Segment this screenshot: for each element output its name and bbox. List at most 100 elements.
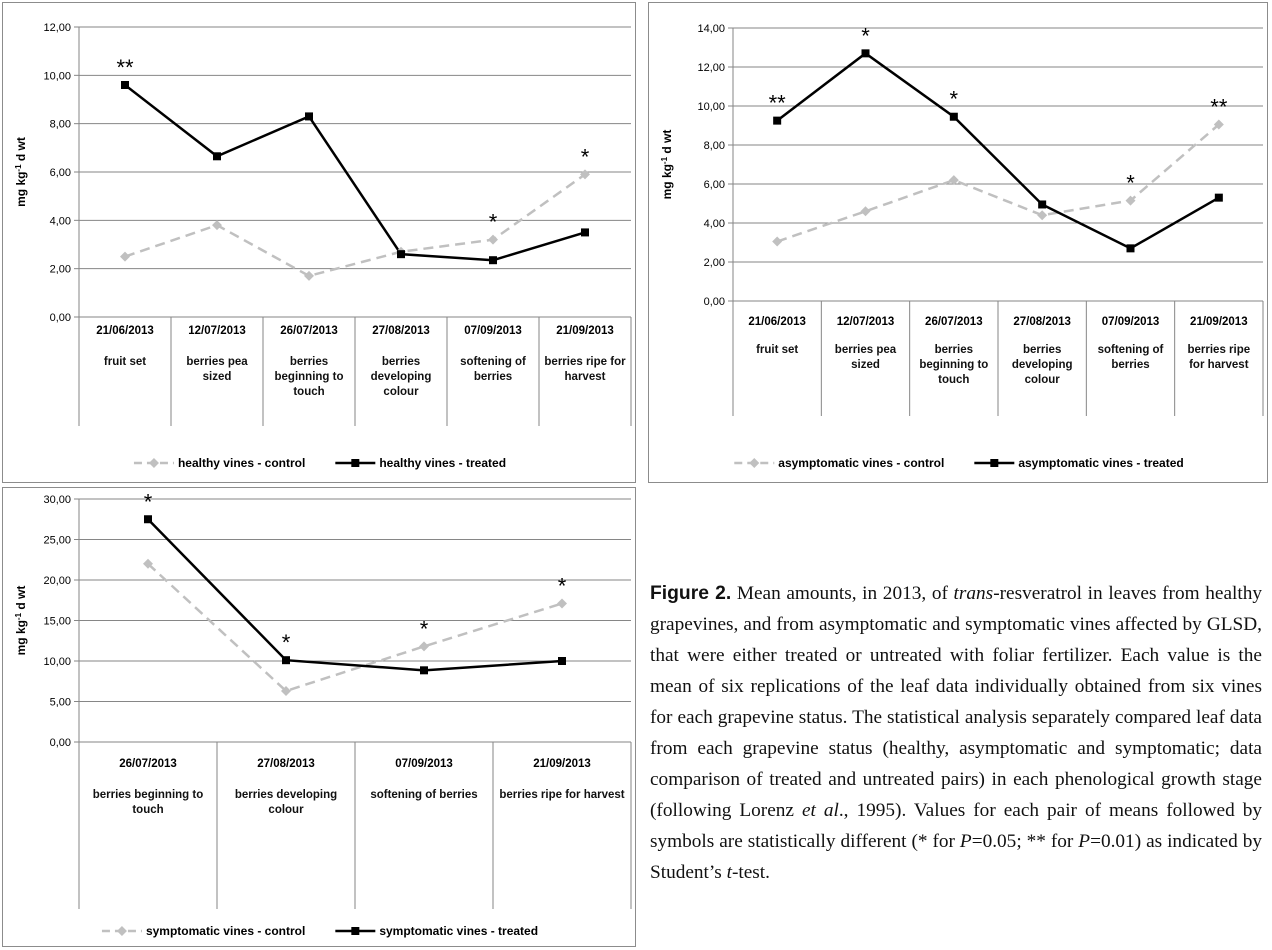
y-axis-label-main: mg kg (14, 172, 28, 207)
x-tick-label: 26/07/2013 (925, 316, 983, 328)
x-tick-label: 21/06/2013 (748, 316, 806, 328)
point-marker (143, 558, 153, 569)
series-line (124, 173, 586, 278)
point-marker (282, 656, 290, 665)
caption-text: P (959, 831, 972, 852)
stage-label: berries beginning to touch (92, 789, 204, 816)
stage-label: softening of berries (370, 789, 478, 801)
point-marker (1213, 119, 1224, 130)
stage-label: berries ripe for harvest (1187, 344, 1251, 371)
legend-marker (351, 927, 360, 935)
y-tick-label: 6,00 (704, 179, 725, 191)
caption-text: t (726, 862, 732, 883)
point-marker (581, 228, 589, 237)
significance-label: * (282, 630, 291, 655)
point-marker (948, 175, 959, 186)
y-axis-label-sup: -1 (660, 156, 669, 164)
point-marker (1125, 195, 1136, 206)
y-tick-label: 4,00 (704, 218, 725, 230)
stage-label: berries developing colour (234, 789, 338, 816)
point-marker (949, 112, 958, 121)
y-tick-label: 12,00 (43, 22, 71, 34)
x-tick-label: 27/08/2013 (257, 758, 315, 770)
point-marker (488, 234, 498, 245)
y-tick-label: 5,00 (50, 697, 71, 709)
caption-text: -resveratrol in leaves from healthy grap… (650, 583, 1263, 821)
point-marker (305, 112, 313, 121)
point-marker (420, 666, 428, 675)
caption-text: =0.05; ** for (971, 831, 1079, 852)
stage-label: fruit set (756, 344, 799, 356)
stage-label: berries beginning to touch (274, 356, 344, 398)
caption-text: =0.01) as indicated by Student’s (650, 831, 1262, 883)
legend-label: healthy vines - control (178, 456, 305, 470)
y-axis-label-rest: d wt (660, 130, 674, 157)
caption-text: et al (801, 800, 839, 821)
y-axis-label-sup: -1 (14, 612, 23, 620)
y-tick-label: 10,00 (43, 70, 71, 82)
x-tick-label: 26/07/2013 (119, 758, 177, 770)
chart-svg: mg kg-1 d wt 0,00 2,00 4,00 6,00 8,00 10,00 12,… (14, 22, 632, 470)
y-tick-label: 6,00 (50, 167, 71, 179)
significance-label: * (144, 489, 153, 514)
point-marker (120, 251, 130, 262)
legend-label: asymptomatic vines - control (778, 456, 944, 470)
significance-label: ** (1210, 95, 1228, 120)
y-tick-label: 14,00 (697, 23, 725, 35)
legend: healthy vines - control healthy vines - t… (133, 456, 506, 470)
significance-label: * (1126, 171, 1135, 196)
y-tick-label: 8,00 (50, 119, 71, 131)
y-axis-label-main: mg kg (14, 620, 28, 655)
x-tick-label: 21/06/2013 (96, 325, 154, 337)
caption-text: P (1078, 831, 1091, 852)
point-marker (397, 250, 405, 259)
y-tick-label: 8,00 (704, 140, 725, 152)
point-marker (1214, 193, 1223, 202)
series-line (124, 84, 586, 262)
stage-label: softening of berries (460, 356, 526, 383)
y-tick-label: 0,00 (704, 296, 725, 308)
y-tick-label: 20,00 (43, 575, 71, 587)
y-axis-label: mg kg-1 d wt (660, 130, 675, 200)
legend-label: healthy vines - treated (379, 456, 506, 470)
x-tick-label: 21/09/2013 (1190, 316, 1248, 328)
stage-label: softening of berries (1097, 344, 1164, 371)
y-tick-label: 4,00 (50, 215, 71, 227)
y-tick-label: 0,00 (50, 737, 71, 749)
point-marker (212, 220, 222, 231)
significance-label: * (558, 573, 567, 598)
point-marker (281, 685, 291, 696)
x-tick-label: 27/08/2013 (1013, 316, 1071, 328)
point-marker (773, 116, 782, 125)
y-axis-label-rest: d wt (14, 137, 28, 164)
caption-text: ., 1995). Values for each pair of means … (650, 800, 1263, 852)
stage-label: berries pea sized (186, 356, 248, 383)
chart: mg kg-1 d wt 0,00 2,00 4,00 6,00 8,00 10,00 12,… (2, 2, 636, 483)
caption-text: Mean amounts, in 2013, of (731, 583, 954, 604)
significance-label: * (861, 23, 870, 48)
point-marker (1126, 244, 1135, 253)
point-marker (558, 657, 566, 665)
point-marker (304, 270, 314, 281)
x-tick-label: 26/07/2013 (280, 325, 338, 337)
significance-label: * (950, 87, 959, 112)
y-tick-label: 12,00 (697, 62, 725, 74)
x-tick-label: 07/09/2013 (464, 325, 522, 337)
y-tick-label: 0,00 (50, 312, 71, 324)
point-marker (213, 152, 221, 161)
legend-label: asymptomatic vines - treated (1018, 456, 1183, 470)
x-tick-label: 21/09/2013 (533, 758, 591, 770)
stage-label: fruit set (103, 356, 147, 368)
y-axis-label: mg kg-1 d wt (14, 586, 29, 656)
significance-label: * (420, 616, 429, 641)
y-tick-label: 25,00 (43, 535, 71, 547)
point-marker (121, 81, 129, 89)
point-marker (1037, 210, 1048, 221)
legend-marker (990, 459, 999, 467)
legend-marker (749, 458, 760, 468)
y-tick-label: 2,00 (50, 264, 71, 276)
significance-label: * (489, 210, 498, 235)
y-tick-label: 10,00 (697, 101, 725, 113)
legend-marker (116, 926, 127, 936)
point-marker (580, 169, 590, 180)
